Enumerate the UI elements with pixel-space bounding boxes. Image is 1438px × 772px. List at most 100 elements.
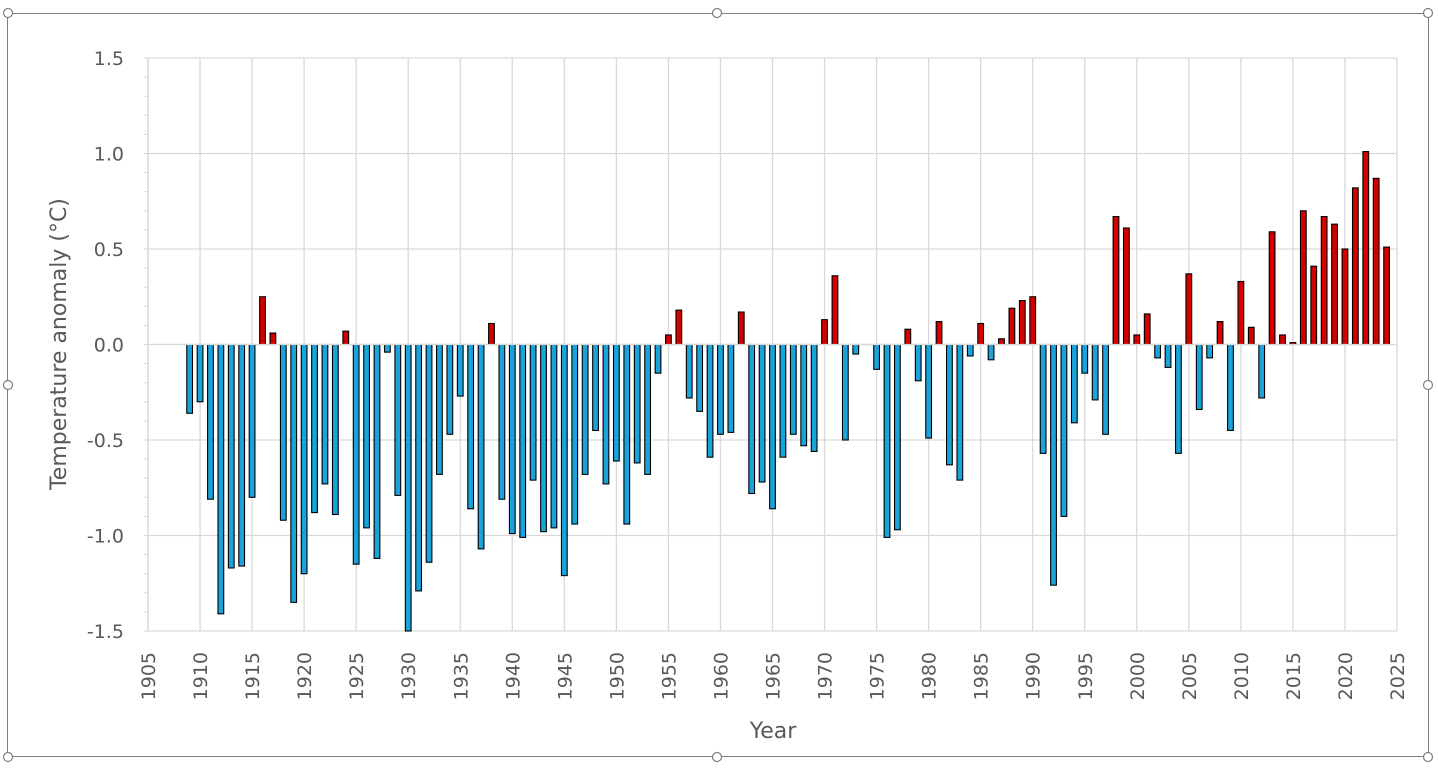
x-tick-label: 1940 (502, 652, 524, 700)
bar-1938 (488, 322, 495, 346)
x-tick-label: 1985 (971, 652, 993, 700)
bar-1935 (456, 343, 464, 397)
bar-1977 (893, 343, 901, 531)
bar-1960 (717, 343, 724, 435)
bar-1981 (935, 321, 943, 346)
resize-handle-top-right[interactable] (1422, 7, 1434, 19)
bars (186, 151, 1391, 632)
bar-1928 (383, 343, 391, 353)
bar-1945 (560, 343, 568, 577)
bar-1989 (1018, 300, 1026, 346)
x-tick-label: 2010 (1231, 652, 1253, 700)
bar-1949 (602, 343, 610, 485)
bar-1931 (415, 343, 423, 592)
bar-2018 (1320, 215, 1328, 346)
bar-2012 (1258, 343, 1266, 399)
bar-1910 (196, 343, 204, 403)
bar-1968 (800, 343, 808, 447)
resize-handle-right[interactable] (1422, 379, 1434, 391)
bar-2020 (1341, 248, 1349, 346)
bar-1988 (1008, 307, 1016, 346)
x-tick-label: 1970 (815, 652, 837, 700)
bar-1976 (883, 343, 891, 538)
bar-1972 (841, 343, 849, 441)
bar-1979 (914, 343, 922, 382)
resize-handle-left[interactable] (2, 379, 14, 391)
x-tick-label: 1925 (346, 652, 368, 700)
bar-1962 (737, 311, 745, 346)
y-axis-minor-ticks (144, 57, 148, 632)
x-axis-title: Year (749, 719, 798, 744)
bar-1922 (321, 343, 329, 485)
bar-1947 (581, 343, 589, 475)
bar-1965 (769, 343, 776, 510)
bar-1934 (446, 343, 454, 435)
y-tick-label: 0.5 (94, 239, 124, 261)
x-tick-label: 1910 (190, 652, 212, 700)
resize-handle-bottom-left[interactable] (2, 751, 14, 763)
bar-1953 (644, 343, 652, 475)
bar-1926 (363, 343, 370, 529)
bar-1967 (789, 343, 797, 435)
bar-2011 (1247, 326, 1255, 346)
bar-2014 (1279, 334, 1286, 346)
bar-1956 (675, 309, 683, 346)
bar-1932 (425, 343, 433, 563)
bar-1917 (269, 332, 277, 346)
bar-1918 (279, 343, 287, 521)
y-tick-label: 0.0 (94, 335, 124, 357)
bar-1999 (1122, 227, 1130, 346)
bar-1930 (404, 343, 412, 632)
resize-handle-top-left[interactable] (2, 7, 14, 19)
bar-1912 (217, 343, 225, 615)
bar-1927 (373, 343, 381, 559)
bar-1992 (1050, 343, 1057, 586)
bar-1941 (519, 343, 527, 538)
bar-1969 (810, 343, 818, 453)
bar-1933 (436, 343, 443, 475)
bar-1951 (623, 343, 631, 525)
resize-handle-top[interactable] (711, 7, 723, 19)
x-tick-label: 1955 (658, 652, 680, 700)
bar-1914 (238, 343, 246, 567)
bar-1944 (550, 343, 558, 529)
bar-1959 (706, 343, 714, 458)
x-tick-label: 2015 (1283, 652, 1305, 700)
bar-1916 (259, 296, 266, 346)
bar-2006 (1195, 343, 1203, 410)
y-tick-label: -0.5 (87, 430, 124, 452)
x-tick-labels: 1905 1910 1915 1920 1925 1930 1935 1940 1945 1950… (138, 652, 1409, 700)
bar-1950 (612, 343, 620, 462)
bar-1940 (508, 343, 516, 535)
selection-handles (2, 7, 1434, 763)
bar-1957 (685, 343, 693, 399)
bar-2019 (1331, 223, 1338, 346)
y-tick-label: 1.5 (94, 48, 124, 70)
resize-handle-bottom-right[interactable] (1422, 751, 1434, 763)
y-axis-title: Temperature anomaly (°C) (47, 198, 72, 491)
resize-handle-bottom[interactable] (711, 751, 723, 763)
bar-1996 (1091, 343, 1099, 401)
bar-2007 (1206, 343, 1214, 359)
x-tick-label: 1960 (710, 652, 732, 700)
x-tick-label: 1905 (138, 652, 160, 700)
x-tick-label: 1980 (919, 652, 941, 700)
bar-2017 (1310, 265, 1318, 346)
bar-1966 (779, 343, 787, 458)
bar-1963 (748, 343, 756, 495)
bar-1955 (665, 334, 672, 346)
bar-1954 (654, 343, 662, 374)
bar-2009 (1227, 343, 1234, 431)
bar-2001 (1143, 313, 1151, 346)
bar-2010 (1237, 280, 1245, 346)
x-tick-label: 1965 (763, 652, 785, 700)
bar-1998 (1112, 215, 1120, 346)
bar-1985 (977, 322, 985, 346)
bar-1924 (342, 330, 350, 346)
bar-1975 (873, 343, 880, 370)
bar-1942 (529, 343, 537, 481)
bar-1920 (300, 343, 308, 575)
bar-1961 (727, 343, 735, 433)
